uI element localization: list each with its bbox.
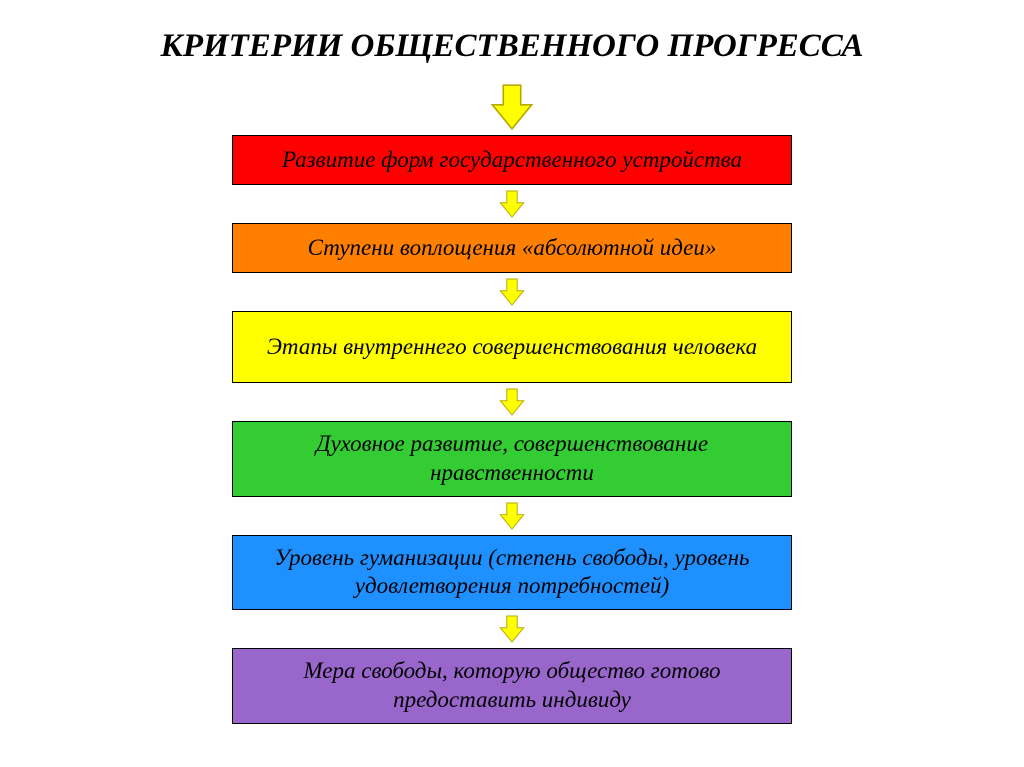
arrow-down-icon (499, 387, 525, 417)
arrow-down-icon (499, 189, 525, 219)
page-title: КРИТЕРИИ ОБЩЕСТВЕННОГО ПРОГРЕССА (160, 28, 863, 65)
arrow-down-icon (499, 501, 525, 531)
box-3: Духовное развитие, совершенствование нра… (232, 421, 792, 497)
arrow-1 (499, 277, 525, 307)
arrow-down-icon (499, 277, 525, 307)
box-4: Уровень гуманизации (степень свободы, ур… (232, 535, 792, 611)
box-1: Ступени воплощения «абсолютной идеи» (232, 223, 792, 273)
arrow-large (490, 83, 534, 131)
arrow-0 (499, 189, 525, 219)
arrow-4 (499, 614, 525, 644)
arrow-down-icon (490, 83, 534, 131)
arrow-2 (499, 387, 525, 417)
box-2: Этапы внутреннего совершенствования чело… (232, 311, 792, 383)
arrow-3 (499, 501, 525, 531)
arrow-down-icon (499, 614, 525, 644)
box-5: Мера свободы, которую общество готово пр… (232, 648, 792, 724)
box-0: Развитие форм государственного устройств… (232, 135, 792, 185)
